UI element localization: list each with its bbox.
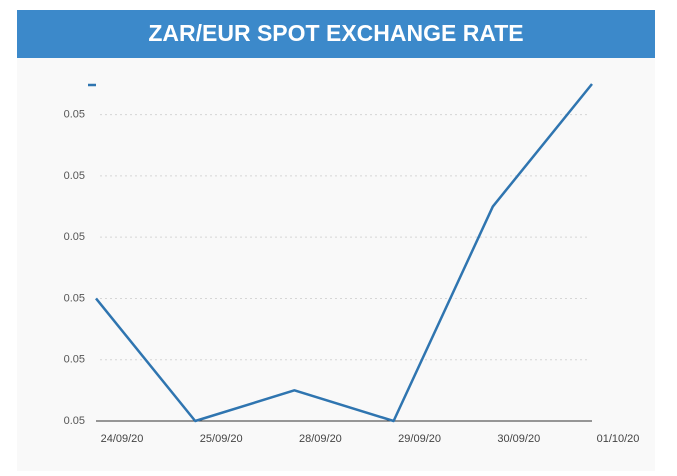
y-tick-label: 0.05 <box>64 354 85 366</box>
x-tick-label: 30/09/20 <box>497 433 540 445</box>
x-tick-label: 29/09/20 <box>398 433 441 445</box>
x-tick-label: 25/09/20 <box>200 433 243 445</box>
title-bar <box>17 10 655 58</box>
y-tick-label: 0.05 <box>64 170 85 182</box>
x-tick-label: 24/09/20 <box>101 433 144 445</box>
y-tick-label: 0.05 <box>64 292 85 304</box>
y-tick-label: 0.05 <box>64 109 85 121</box>
y-tick-label: 0.05 <box>64 231 85 243</box>
y-tick-label: 0.05 <box>64 415 85 427</box>
data-line <box>95 83 593 423</box>
x-tick-label: 28/09/20 <box>299 433 342 445</box>
chart-title: ZAR/EUR SPOT EXCHANGE RATE <box>148 20 523 46</box>
x-tick-label: 01/10/20 <box>597 433 640 445</box>
plot-background <box>17 58 655 471</box>
